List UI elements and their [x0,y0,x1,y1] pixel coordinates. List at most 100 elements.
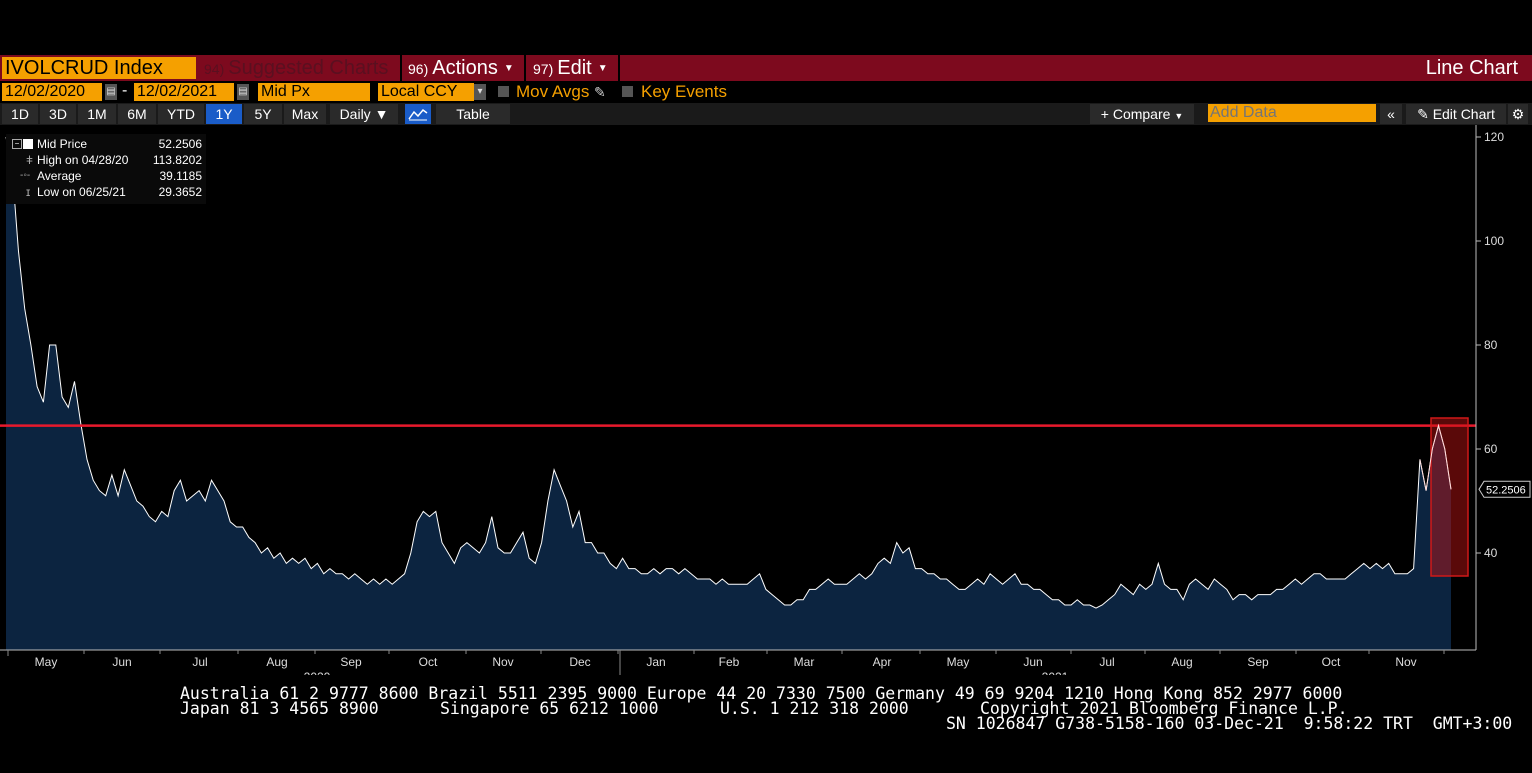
x-tick-label: Feb [719,655,740,669]
compare-label: Compare [1112,106,1171,122]
currency-select[interactable]: Local CCY [378,83,474,101]
x-tick-label: Dec [569,655,590,669]
x-tick-label: Jun [1023,655,1042,669]
menu-label: Actions [432,57,498,79]
contact-singapore: Singapore 65 6212 1000 [440,699,659,718]
date-separator: - [122,82,128,99]
range-button-1m[interactable]: 1M [78,104,116,124]
x-tick-label: Jul [1099,655,1114,669]
divider [524,55,526,81]
range-button-1y[interactable]: 1Y [206,104,242,124]
menu-label: Edit [557,57,592,79]
pencil-icon[interactable]: ✎ [594,84,606,100]
x-tick-label: Nov [1395,655,1416,669]
collapse-icon[interactable]: « [1380,104,1402,124]
low-marker-icon: ɪ [26,185,31,199]
series-swatch [23,139,33,149]
ticker-field[interactable]: IVOLCRUD Index [2,57,196,79]
contact-japan: Japan 81 3 4565 8900 [180,699,379,718]
x-tick-label: Oct [419,655,438,669]
y-tick-label: 80 [1484,338,1498,352]
key-events-checkbox[interactable] [622,86,633,97]
frequency-select[interactable]: Daily ▼ [330,104,398,124]
x-tick-label: Jun [112,655,131,669]
session-info: SN 1026847 G738-5158-160 03-Dec-21 9:58:… [946,714,1513,733]
x-tick-label: Jul [192,655,207,669]
legend-value: 39.1185 [159,169,203,183]
highlight-box[interactable] [1430,417,1469,577]
calendar-icon[interactable]: ▤ [237,84,249,100]
x-tick-label: Apr [873,655,892,669]
mov-avgs-label[interactable]: Mov Avgs [516,82,590,101]
range-button-max[interactable]: Max [284,104,326,124]
chart-type-title: Line Chart [1425,57,1518,79]
legend-low: ɪ Low on 06/25/21 29.3652 [6,184,206,200]
price-field-select[interactable]: Mid Px [258,83,370,101]
range-button-ytd[interactable]: YTD [158,104,204,124]
x-tick-label: Mar [794,655,815,669]
key-events-label[interactable]: Key Events [641,82,727,101]
divider [618,55,620,81]
edit-chart-label: Edit Chart [1432,106,1495,122]
start-date-field[interactable]: 12/02/2020 [2,83,102,101]
end-date-field[interactable]: 12/02/2021 [134,83,234,101]
frequency-label: Daily [339,106,371,122]
y-tick-label: 100 [1484,234,1504,248]
edit-chart-button[interactable]: ✎ Edit Chart [1406,104,1506,124]
year-label: 2020 [304,670,331,675]
y-tick-label: 60 [1484,442,1498,456]
menu-number: 97) [533,61,554,77]
collapse-box-icon[interactable]: − [12,139,22,149]
range-button-6m[interactable]: 6M [118,104,156,124]
range-button-1d[interactable]: 1D [2,104,38,124]
menu-number: 94) [204,61,225,77]
y-tick-label: 120 [1484,130,1504,144]
edit-menu[interactable]: 97) Edit ▼ [533,55,608,81]
legend-label: Average [37,169,82,183]
caret-down-icon: ▼ [597,62,608,74]
caret-down-icon: ▼ [503,62,514,74]
x-tick-label: Jan [646,655,665,669]
x-tick-label: May [947,655,970,669]
suggested-charts-menu[interactable]: 94) Suggested Charts [204,55,388,81]
x-tick-label: Sep [1247,655,1269,669]
line-chart-icon[interactable] [405,104,431,124]
line-chart-glyph [408,108,428,121]
caret-down-icon: ▼ [1174,111,1184,121]
x-tick-label: Aug [266,655,287,669]
contact-us: U.S. 1 212 318 2000 [720,699,909,718]
year-label: 2021 [1042,670,1069,675]
last-price-tag [1478,480,1531,498]
price-chart[interactable]: 40 60 80 100 120 52.2506 May Jun Jul Aug Sep Oct Nov… [0,125,1532,675]
divider [400,55,402,81]
high-marker-icon: ǂ [26,153,34,167]
legend-label: Mid Price [37,137,88,151]
chevron-down-icon[interactable]: ▾ [474,84,486,100]
range-button-3d[interactable]: 3D [40,104,76,124]
compare-button[interactable]: + Compare ▼ [1090,104,1194,124]
average-marker-icon: -◦- [20,170,31,181]
legend-mid-price: − Mid Price 52.2506 [6,136,206,152]
x-tick-label: May [35,655,58,669]
add-data-input[interactable] [1208,104,1376,122]
x-tick-label: Sep [340,655,362,669]
actions-menu[interactable]: 96) Actions ▼ [408,55,514,81]
range-button-5y[interactable]: 5Y [244,104,282,124]
gear-icon[interactable]: ⚙ [1508,104,1528,124]
x-tick-label: Nov [492,655,513,669]
title-bar [0,55,1532,81]
legend-label: High on 04/28/20 [37,153,129,167]
chart-legend: − Mid Price 52.2506 ǂ High on 04/28/20 1… [6,134,206,204]
legend-average: -◦- Average 39.1185 [6,168,206,184]
legend-high: ǂ High on 04/28/20 113.8202 [6,152,206,168]
calendar-icon[interactable]: ▤ [105,84,117,100]
contact-line-1: Australia 61 2 9777 8600 Brazil 5511 239… [180,684,1343,703]
table-button[interactable]: Table [436,104,510,124]
plus-icon: + [1100,106,1109,122]
menu-number: 96) [408,61,429,77]
mov-avgs-checkbox[interactable] [498,86,509,97]
legend-value: 29.3652 [158,185,202,199]
legend-value: 113.8202 [152,153,202,167]
x-tick-label: Aug [1171,655,1192,669]
series-line [5,136,1452,609]
